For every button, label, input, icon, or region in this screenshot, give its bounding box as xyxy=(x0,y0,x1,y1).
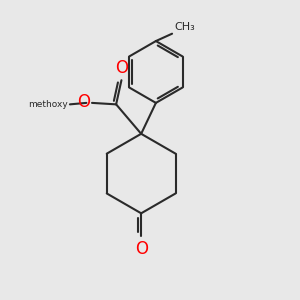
Text: O: O xyxy=(115,59,128,77)
Text: O: O xyxy=(77,93,91,111)
Text: methoxy: methoxy xyxy=(28,100,68,109)
Text: O: O xyxy=(135,240,148,258)
Text: CH₃: CH₃ xyxy=(174,22,195,32)
